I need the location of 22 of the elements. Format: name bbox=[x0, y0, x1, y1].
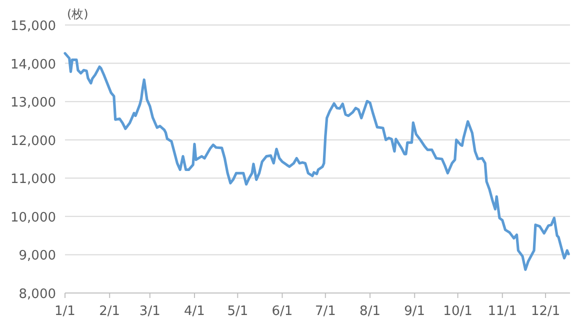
x-tick-label: 4/1 bbox=[184, 304, 205, 319]
x-tick-label: 12/1 bbox=[530, 304, 560, 319]
y-tick-label: 9,000 bbox=[18, 248, 56, 264]
x-tick-label: 3/1 bbox=[139, 304, 160, 319]
x-tick-label: 7/1 bbox=[314, 304, 336, 319]
y-tick-label: 11,000 bbox=[10, 172, 56, 188]
y-axis-title: (枚) bbox=[67, 7, 88, 21]
y-tick-label: 14,000 bbox=[10, 57, 56, 72]
x-tick-label: 10/1 bbox=[443, 304, 472, 319]
x-tick-label: 2/1 bbox=[99, 304, 120, 319]
x-tick-label: 6/1 bbox=[272, 304, 293, 319]
x-tick-label: 5/1 bbox=[227, 304, 248, 319]
y-tick-label: 8,000 bbox=[18, 287, 56, 302]
x-tick-label: 11/1 bbox=[488, 304, 517, 319]
y-tick-label: 10,000 bbox=[10, 210, 56, 226]
x-tick-label: 8/1 bbox=[360, 304, 380, 319]
y-tick-label: 12,000 bbox=[10, 134, 56, 149]
line-series bbox=[64, 52, 570, 271]
y-tick-label: 13,000 bbox=[10, 96, 56, 111]
y-tick-label: 15,000 bbox=[10, 19, 56, 34]
x-tick-label: 1/1 bbox=[54, 304, 76, 319]
x-tick-label: 9/1 bbox=[404, 304, 426, 319]
